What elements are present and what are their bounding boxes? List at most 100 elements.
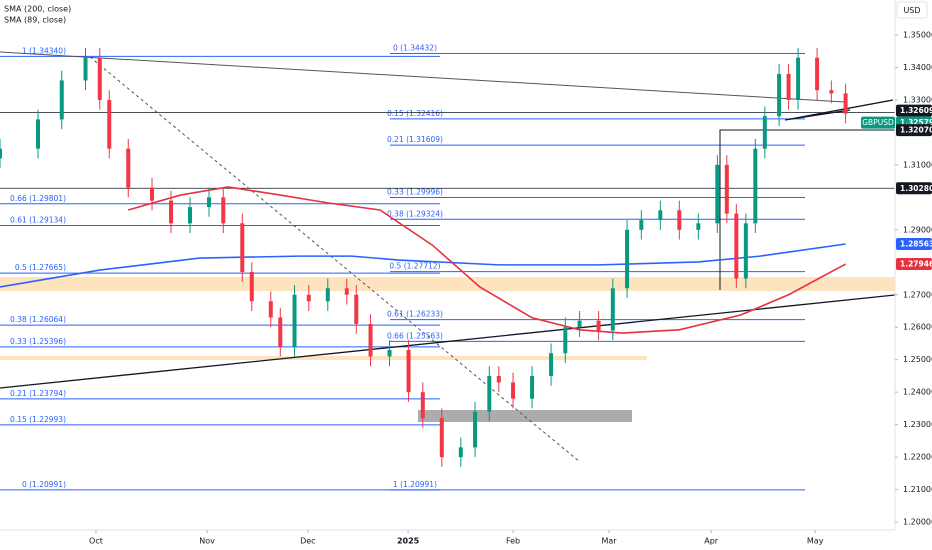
y-tick-label: 1.22000 xyxy=(903,453,932,462)
wedge xyxy=(784,99,894,121)
price-tag-label: 1.27946 xyxy=(900,260,932,269)
candle-body xyxy=(0,148,2,159)
candle-body xyxy=(743,223,748,279)
y-tick-label: 1.33000 xyxy=(903,95,932,104)
y-tick-label: 1.29000 xyxy=(903,225,932,234)
fib-label: 0.15 (1.22993) xyxy=(10,415,66,424)
price-tag-label: 1.32579 xyxy=(900,118,932,127)
fib-label: 0.21 (1.23794) xyxy=(10,389,66,398)
price-tag-label: 1.28563 xyxy=(900,240,932,249)
fib-label: 0 (1.34432) xyxy=(393,43,437,52)
candle-body xyxy=(268,301,273,318)
symbol-label: GBPUSD xyxy=(862,118,894,127)
support-zone xyxy=(0,356,647,360)
candle-body xyxy=(306,294,311,302)
fib-label: 0.61 (1.26233) xyxy=(387,310,443,319)
candle-body xyxy=(221,197,226,224)
y-tick-label: 1.27000 xyxy=(903,290,932,299)
y-tick-label: 1.31000 xyxy=(903,160,932,169)
candle-body xyxy=(549,353,554,376)
candle-body xyxy=(496,375,501,383)
candle-body xyxy=(563,327,568,354)
trendline xyxy=(89,56,581,463)
trendline xyxy=(0,51,846,103)
fib-label: 0.21 (1.31609) xyxy=(387,135,443,144)
fib-label: 0.15 (1.32416) xyxy=(387,109,443,118)
candle-body xyxy=(240,223,245,273)
fib-label: 0.38 (1.26064) xyxy=(10,315,66,324)
candle-body xyxy=(753,148,758,224)
price-tag-label: 1.30280 xyxy=(900,184,932,193)
fib-label: 0.33 (1.29996) xyxy=(387,187,443,196)
fib-label: 1 (1.34340) xyxy=(22,46,66,55)
y-tick-label: 1.35000 xyxy=(903,31,932,40)
legend-entry: SMA (200, close) xyxy=(4,5,71,14)
y-tick-label: 1.23000 xyxy=(903,420,932,429)
candle-body xyxy=(354,294,359,324)
symbol-tag xyxy=(861,116,895,129)
currency[interactable]: USD xyxy=(903,6,920,15)
candle-body xyxy=(150,187,155,201)
candle-body xyxy=(249,272,254,302)
candle-body xyxy=(325,288,330,302)
fib-label: 0.5 (1.27712) xyxy=(389,262,440,271)
fib-label: 1 (1.20991) xyxy=(393,480,437,489)
candle-body xyxy=(169,200,174,224)
y-tick-label: 1.20000 xyxy=(903,518,932,527)
x-tick-label: Mar xyxy=(601,537,617,546)
price-tag-label: 1.32609 xyxy=(900,106,932,115)
candle-body xyxy=(368,323,373,357)
x-tick-label: Apr xyxy=(704,537,719,546)
candle-body xyxy=(777,73,782,117)
fib-label: 0 (1.20991) xyxy=(22,480,66,489)
fib-label: 0.38 (1.29324) xyxy=(387,209,443,218)
trendline xyxy=(0,294,896,389)
y-tick-label: 1.24000 xyxy=(903,388,932,397)
candle-body xyxy=(724,164,729,214)
candle-body xyxy=(278,317,283,347)
x-tick-label: Feb xyxy=(506,537,520,546)
y-tick-label: 1.34000 xyxy=(903,63,932,72)
price-tag xyxy=(896,258,932,271)
candle-body xyxy=(677,210,682,230)
candle-body xyxy=(439,418,444,458)
price-tag xyxy=(896,104,932,117)
x-tick-label: Oct xyxy=(89,537,103,546)
candle-body xyxy=(387,349,392,357)
fib-label: 0.66 (1.25563) xyxy=(387,331,443,340)
candle-body xyxy=(762,116,767,149)
price-tags: 1.32609 1.32579 GBPUSD 1.32070 1.30280 1.2856… xyxy=(861,104,932,271)
candle-body xyxy=(83,57,88,81)
sma-line xyxy=(0,243,846,288)
candle-body xyxy=(734,213,739,279)
candle-body xyxy=(610,288,615,331)
candle-body xyxy=(511,382,516,399)
currency-box[interactable] xyxy=(896,1,928,19)
x-tick-label: 2025 xyxy=(397,537,420,546)
y-tick-label: 1.21000 xyxy=(903,485,932,494)
level-layer xyxy=(0,112,895,189)
price-tag-label: 1.32070 xyxy=(900,126,932,135)
candle-body xyxy=(97,57,102,100)
candle-body xyxy=(796,57,801,100)
candle-body xyxy=(658,210,663,221)
candle-body xyxy=(107,99,112,149)
legend-entry: SMA (89, close) xyxy=(4,16,66,25)
candle-body xyxy=(786,73,791,100)
candle-body xyxy=(487,375,492,412)
candle-body xyxy=(843,93,848,114)
candle-body xyxy=(406,349,411,393)
fib-label: 0.66 (1.29801) xyxy=(10,194,66,203)
x-tick-label: May xyxy=(807,537,824,546)
candle-layer xyxy=(0,47,848,467)
candle-body xyxy=(815,57,820,91)
range-line xyxy=(719,129,895,290)
supply-zone xyxy=(0,277,895,291)
candle-body xyxy=(829,90,834,94)
candle-body xyxy=(188,207,193,224)
candle-body xyxy=(458,447,463,458)
candle-body xyxy=(36,119,41,149)
fib-label: 0.5 (1.27665) xyxy=(15,263,66,272)
price-tag xyxy=(896,124,932,137)
